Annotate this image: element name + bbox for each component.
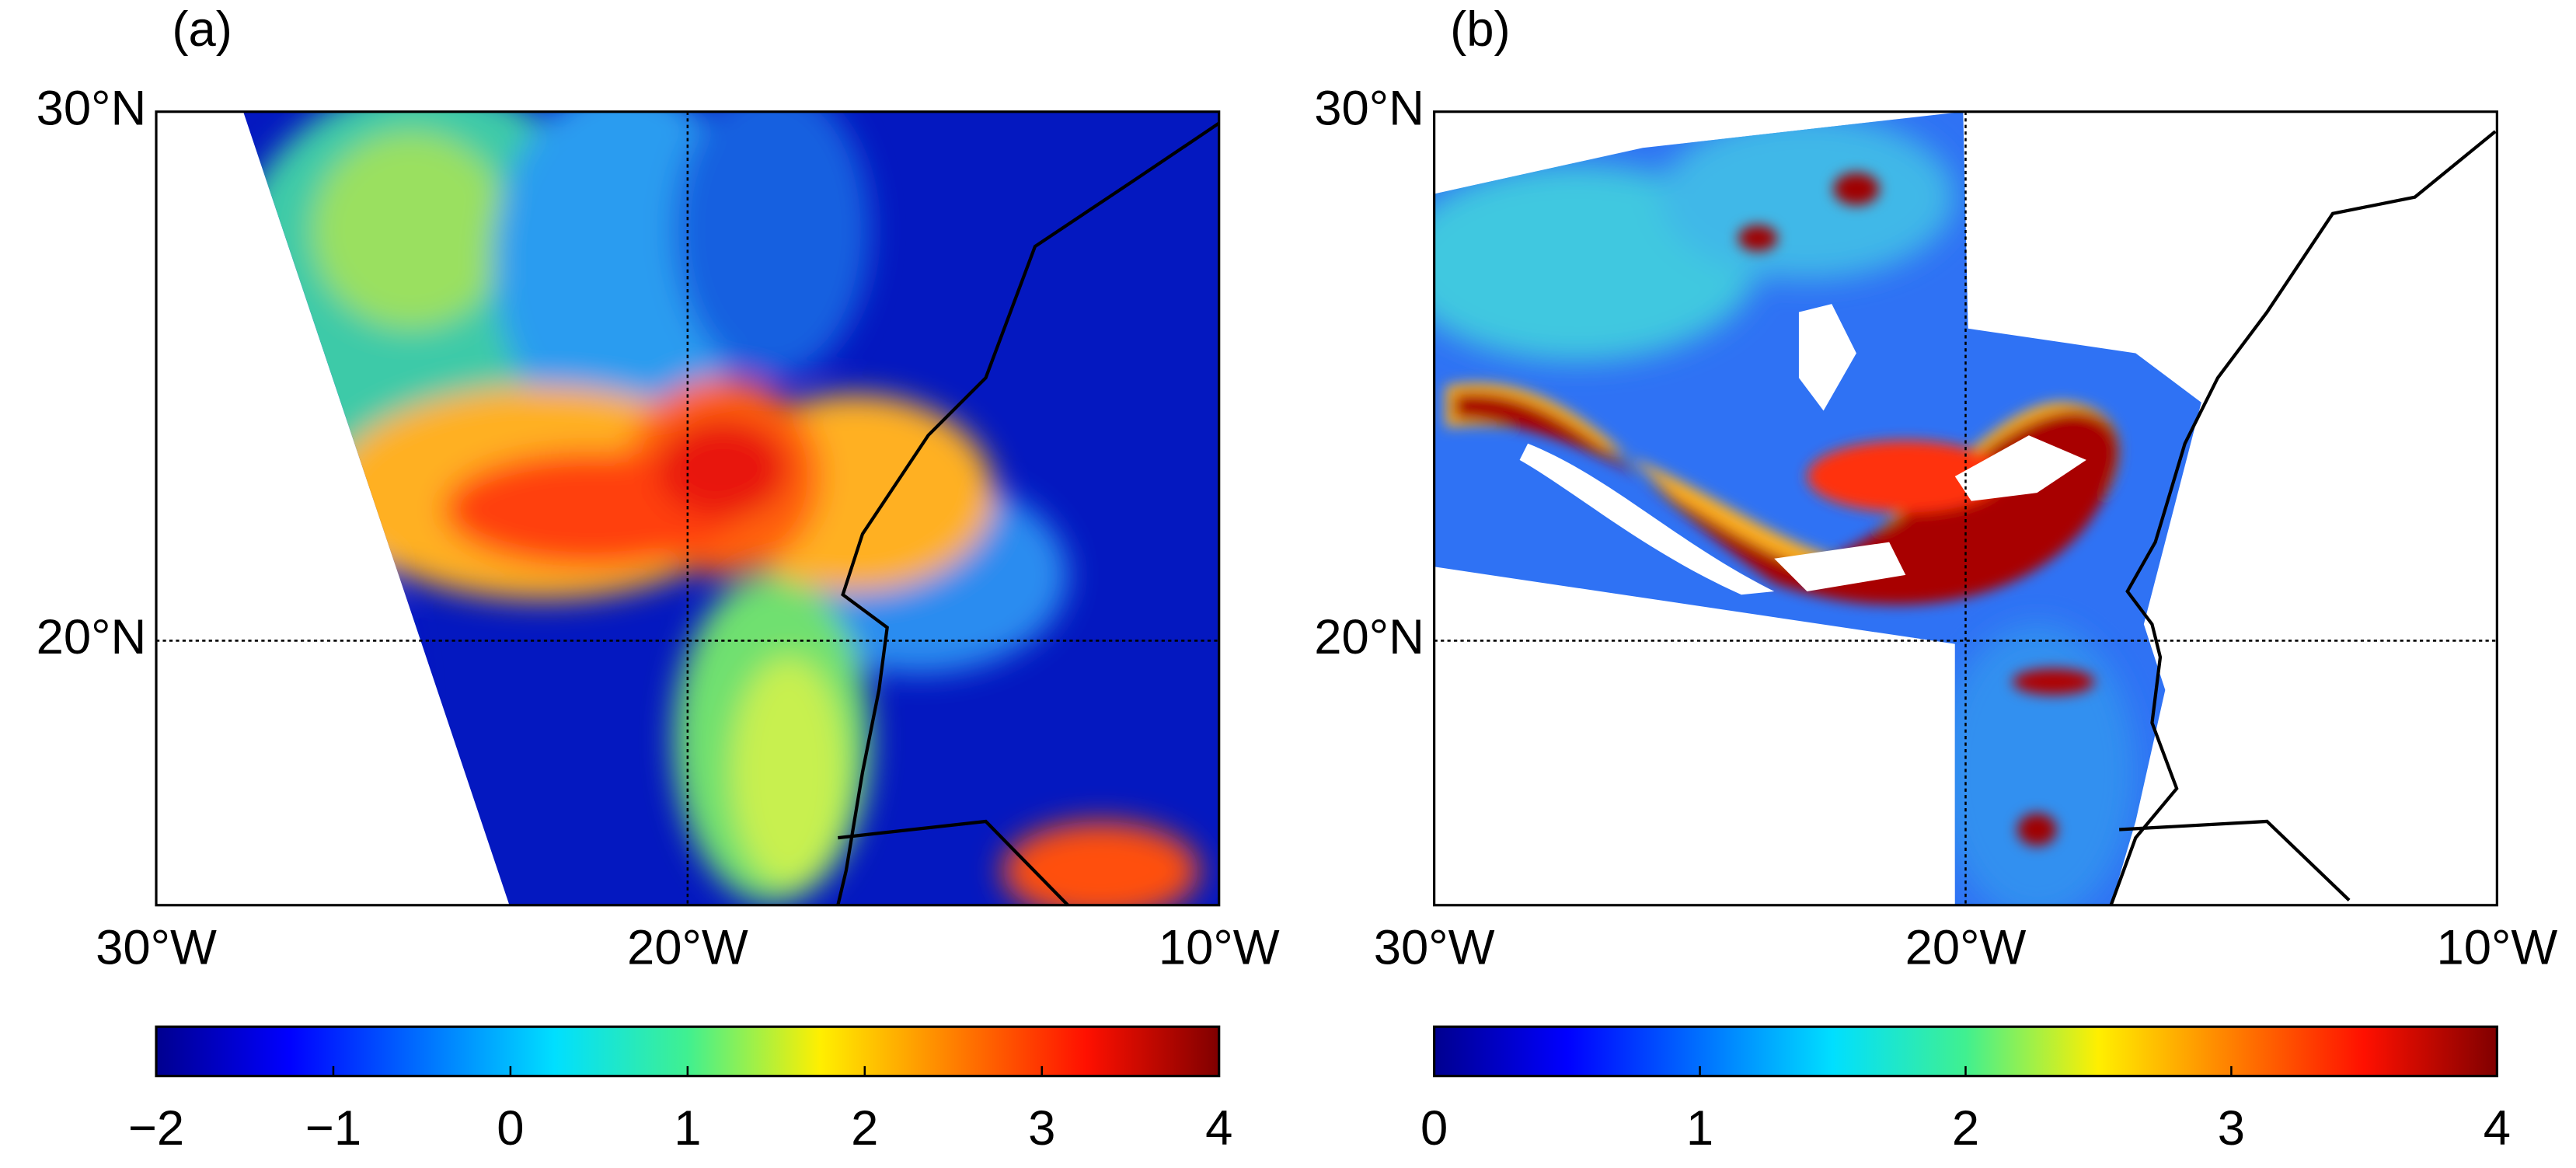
lon-tick-label: 20°W [627,921,748,975]
lat-tick-label: 30°N [1314,81,1424,135]
lon-tick-label: 30°W [96,921,217,975]
lat-tick-label: 20°N [37,610,147,664]
colorbar-tick-label: 1 [1686,1101,1713,1156]
lon-tick-label: 30°W [1374,921,1495,975]
colorbar-tick-label: 0 [497,1101,524,1156]
coastline [836,121,1220,907]
lat-tick-label: 20°N [1314,610,1424,664]
panel-label: (b) [1450,2,1511,57]
colorbar-tick-label: 3 [1028,1101,1055,1156]
lon-tick-label: 20°W [1905,921,2027,975]
lat-tick-label: 30°N [37,81,147,135]
panel-label: (a) [172,2,232,57]
colorbar-tick-label: 2 [851,1101,878,1156]
colorbar-tick-label: 0 [1420,1101,1448,1156]
lon-tick-label: 10°W [2436,921,2557,975]
map-image-a [243,111,1219,905]
map-image-b [1434,111,2201,905]
colorbar-tick-label: 3 [2218,1101,2245,1156]
colorbar-tick-label: 2 [1952,1101,1979,1156]
colorbar-tick-label: −2 [128,1101,184,1156]
colorbar-tick-label: 4 [1205,1101,1232,1156]
lon-tick-label: 10°W [1159,921,1280,975]
colorbar-tick-label: 1 [674,1101,701,1156]
coastline [2109,130,2497,906]
colorbar-tick-label: −1 [305,1101,361,1156]
colorbar-tick-label: 4 [2484,1101,2511,1156]
